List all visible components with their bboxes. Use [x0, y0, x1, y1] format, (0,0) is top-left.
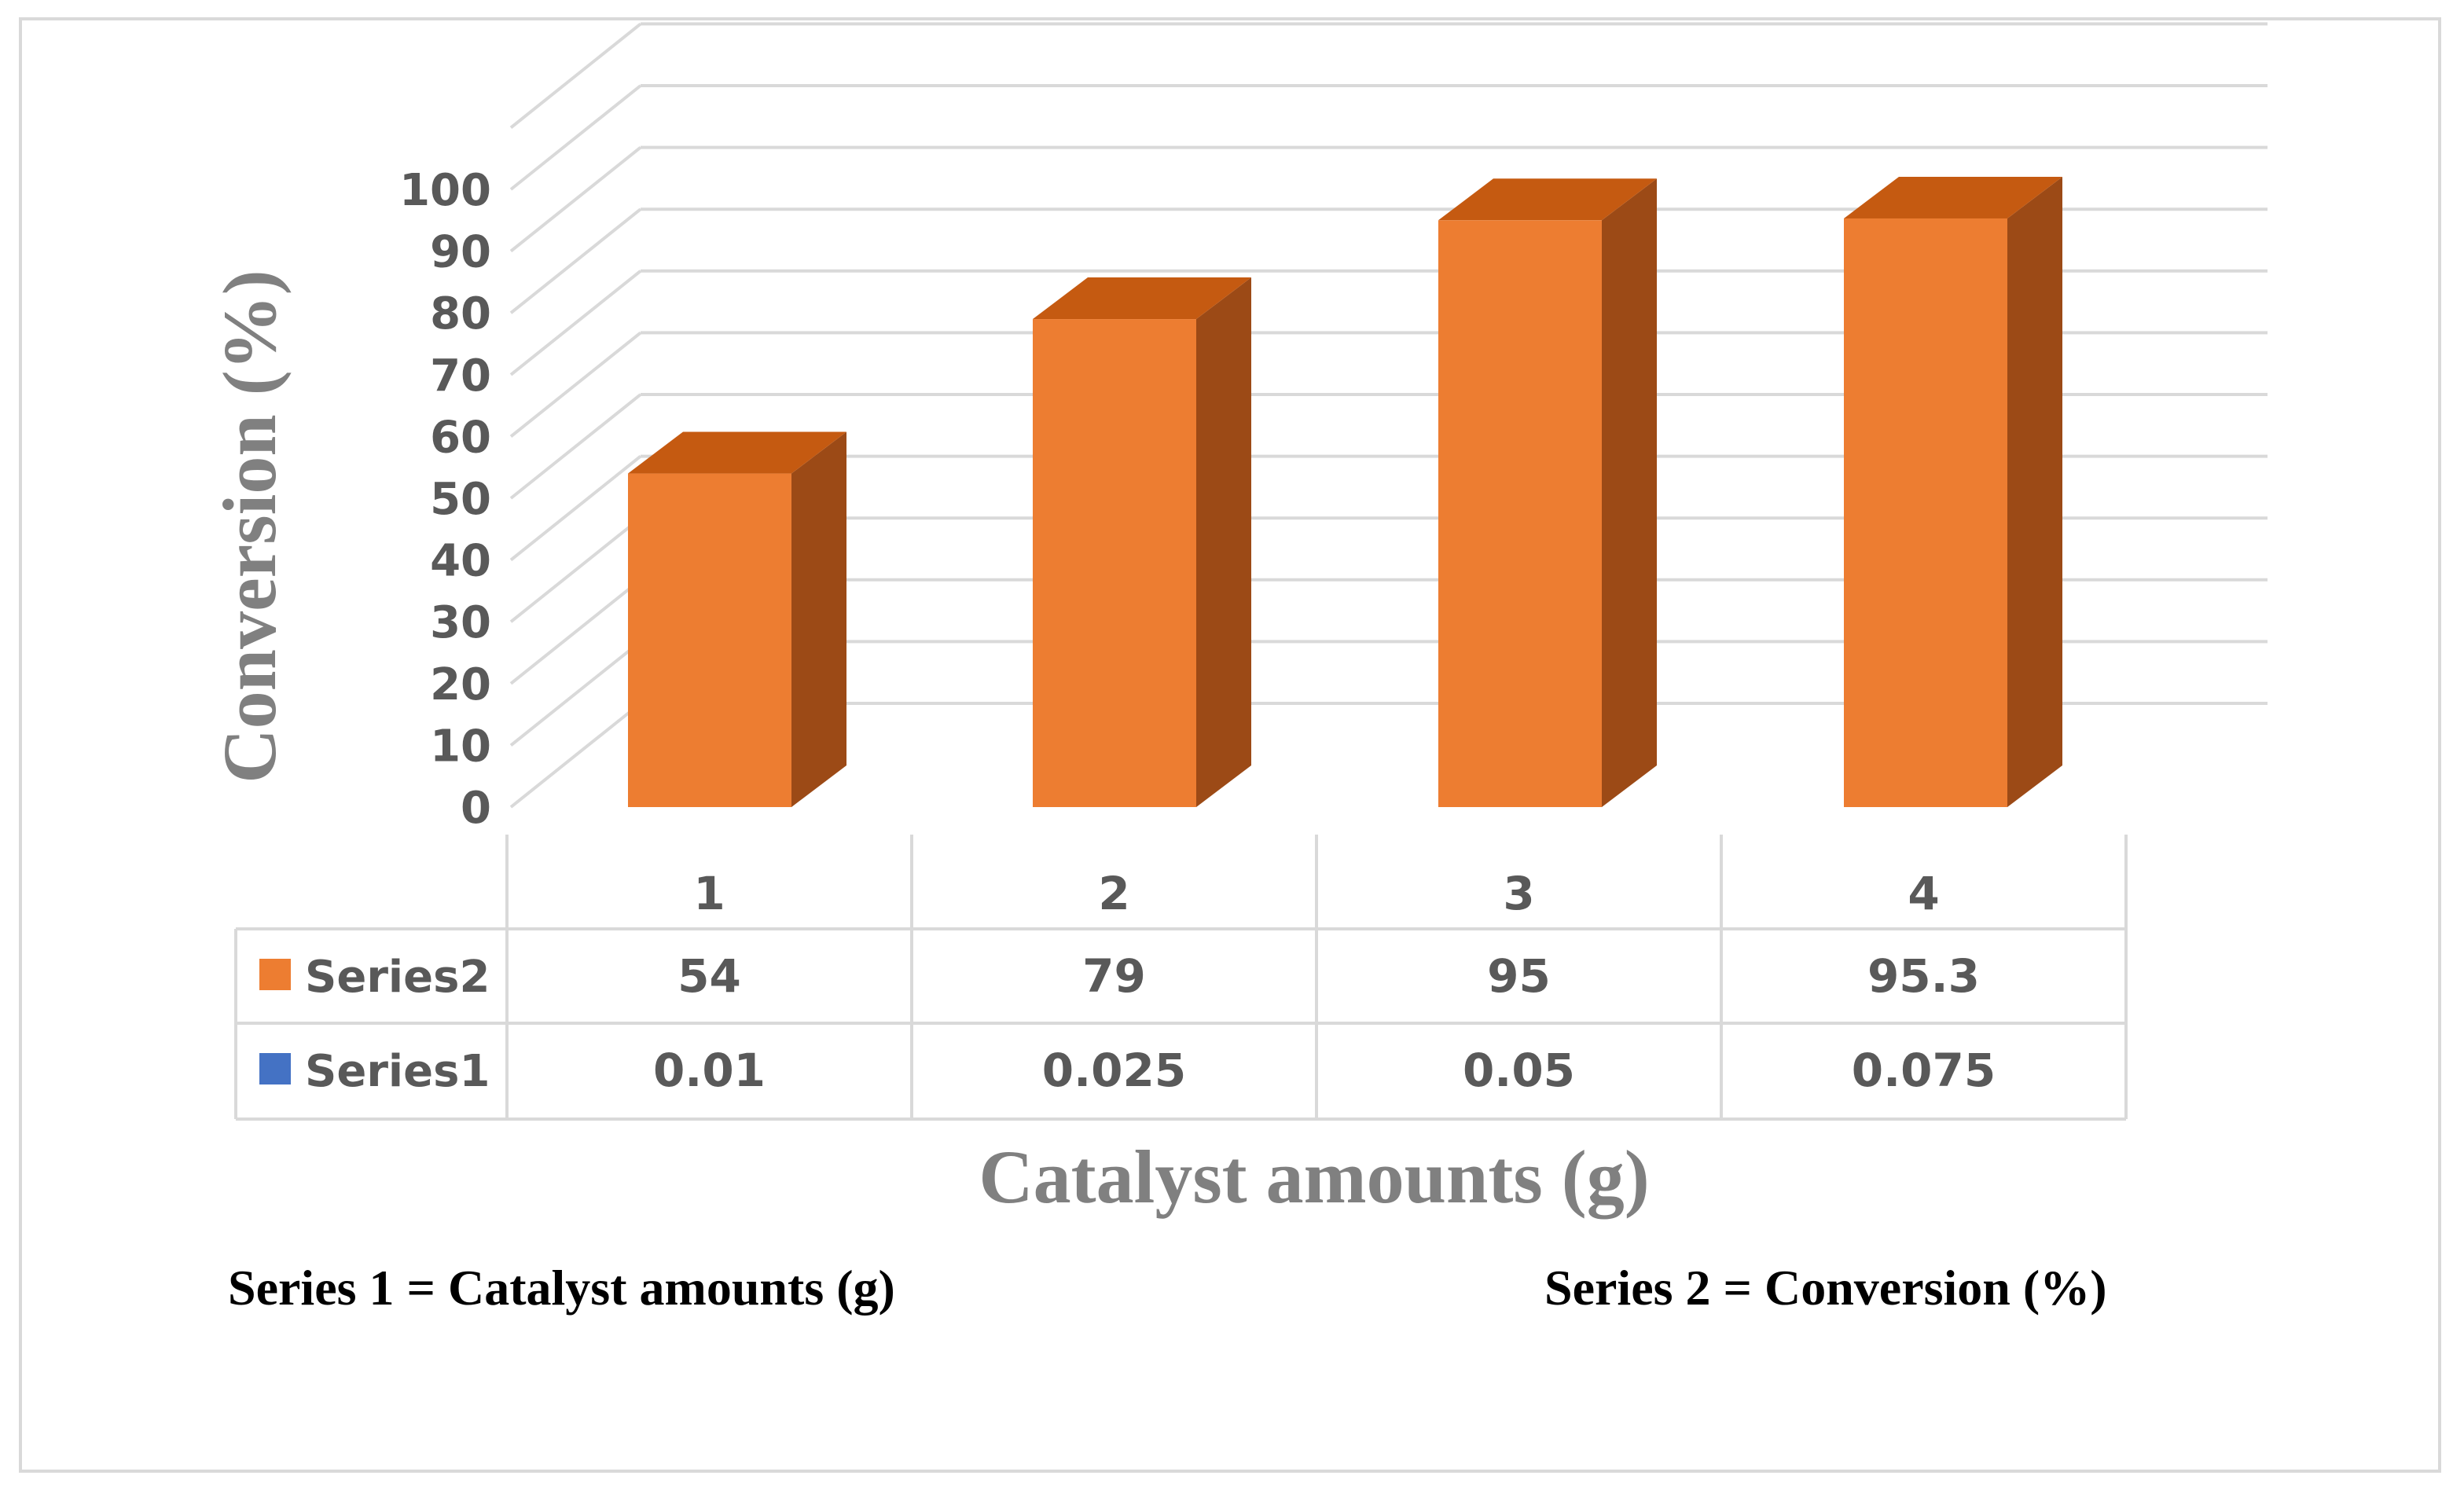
bar-side — [1602, 178, 1657, 808]
data-table-cell: 0.025 — [1042, 1044, 1186, 1097]
y-tick-label: 70 — [430, 350, 491, 402]
gridline-diagonal — [509, 331, 642, 438]
bar-2 — [1033, 277, 1251, 807]
y-tick-label: 30 — [430, 597, 491, 648]
series-name: Series2 — [305, 952, 490, 1003]
data-table-cell: 54 — [678, 949, 741, 1003]
x-axis-title: Catalyst amounts (g) — [979, 1135, 1649, 1219]
bar-side — [1196, 277, 1251, 807]
data-table-cell: 0.075 — [1852, 1044, 1996, 1097]
bar-1 — [628, 431, 846, 807]
x-category-label: 1 — [693, 867, 725, 920]
y-tick-label: 80 — [430, 288, 491, 339]
x-category-label: 3 — [1503, 867, 1534, 920]
gridline-diagonal — [509, 516, 642, 623]
y-tick-label: 20 — [430, 659, 491, 710]
series1-note: Series 1 = Catalyst amounts (g) — [228, 1260, 895, 1316]
bar-side — [791, 431, 846, 807]
gridline-diagonal — [509, 146, 642, 253]
y-tick-label: 0 — [461, 783, 491, 834]
bar-front — [628, 473, 791, 807]
legend-key — [259, 1053, 291, 1084]
data-table: 1 2 3 4 Series2 54 79 95 95.3 Series1 0.01 0.025 0.0… — [234, 835, 2128, 1121]
y-tick-label: 50 — [430, 474, 491, 525]
data-table-cell: 95.3 — [1867, 949, 1980, 1003]
gridline-diagonal — [509, 640, 642, 747]
gridline-diagonal — [509, 207, 642, 314]
y-axis-title: Conversion (%) — [207, 270, 292, 783]
data-table-cell: 95 — [1487, 949, 1551, 1003]
data-table-cell: 0.05 — [1463, 1044, 1575, 1097]
x-category-label: 2 — [1098, 867, 1129, 920]
y-tick-label: 40 — [430, 536, 491, 587]
x-category-label: 4 — [1908, 867, 1939, 920]
bar-top — [1033, 277, 1251, 320]
bar-front — [1438, 220, 1602, 807]
series2-note: Series 2 = Conversion (%) — [1544, 1260, 2107, 1316]
gridline-diagonal — [509, 84, 642, 191]
data-table-cell: 0.01 — [653, 1044, 766, 1097]
legend-key — [259, 959, 291, 990]
bar-top — [1844, 176, 2062, 218]
data-table-cell: 79 — [1082, 949, 1146, 1003]
bar-3 — [1438, 178, 1657, 808]
bar-side — [2007, 176, 2062, 807]
gridline-diagonal — [509, 578, 642, 685]
bar-front — [1844, 218, 2007, 807]
gridline-diagonal — [509, 702, 642, 809]
bar-top — [1438, 178, 1657, 221]
y-tick-labels: 0 10 20 30 40 50 60 70 80 90 100 — [399, 165, 491, 834]
gridline-diagonal — [509, 455, 642, 562]
y-tick-label: 60 — [430, 412, 491, 463]
bar-front — [1033, 319, 1196, 807]
bar-top — [628, 431, 846, 474]
bar-4 — [1844, 176, 2062, 807]
gridline-diagonal — [509, 270, 642, 376]
y-tick-label: 100 — [399, 165, 491, 216]
gridline-diagonal — [509, 22, 642, 129]
bars — [628, 176, 2062, 808]
y-tick-label: 10 — [430, 721, 491, 772]
gridline-diagonal — [509, 393, 642, 500]
y-tick-label: 90 — [430, 227, 491, 278]
series-name: Series1 — [305, 1046, 490, 1097]
